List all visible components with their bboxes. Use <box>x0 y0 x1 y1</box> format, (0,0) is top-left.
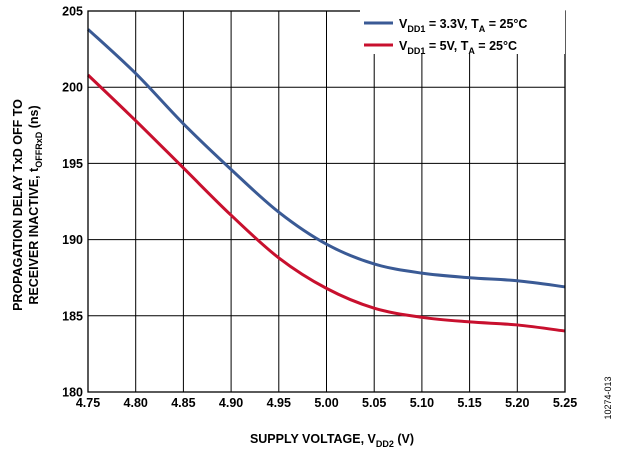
x-tick-labels: 4.75 4.80 4.85 4.90 4.95 5.00 5.05 5.10 5.15 5.20… <box>76 396 577 410</box>
y-tick-label: 205 <box>62 5 83 19</box>
y-axis-title-line-2: RECEIVER INACTIVE, tOFFRxD (ns) <box>27 105 44 304</box>
x-axis-title: SUPPLY VOLTAGE, VDD2 (V) <box>250 432 414 449</box>
grid-lines <box>87 10 566 393</box>
x-tick-label: 5.10 <box>410 396 434 410</box>
legend-label-series-1: VDD1 = 3.3V, TA = 25°C <box>399 17 527 34</box>
x-tick-label: 5.20 <box>505 396 529 410</box>
series-layer <box>86 28 566 333</box>
y-tick-label: 185 <box>62 309 83 323</box>
figure-id: 10274-013 <box>603 376 613 419</box>
x-tick-label: 4.85 <box>171 396 195 410</box>
legend-label-series-2: VDD1 = 5V, TA = 25°C <box>399 39 517 56</box>
y-tick-label: 180 <box>62 386 83 400</box>
y-axis-title-line-1: PROPAGATION DELAY TxD OFF TO <box>11 99 25 311</box>
y-tick-label: 200 <box>62 81 83 95</box>
x-tick-label: 5.25 <box>553 396 577 410</box>
series-line-2 <box>86 73 566 333</box>
x-tick-label: 5.05 <box>362 396 386 410</box>
x-tick-label: 4.75 <box>76 396 100 410</box>
x-tick-label: 5.15 <box>457 396 481 410</box>
y-tick-label: 190 <box>62 233 83 247</box>
x-tick-label: 5.00 <box>314 396 338 410</box>
x-tick-label: 4.95 <box>267 396 291 410</box>
series-line-1 <box>86 28 566 289</box>
legend: VDD1 = 3.3V, TA = 25°C VDD1 = 5V, TA = 2… <box>360 10 565 56</box>
y-tick-labels: 180 185 190 195 200 205 <box>62 5 83 400</box>
x-tick-label: 4.80 <box>124 396 148 410</box>
legend-background <box>360 10 565 54</box>
plot-frame <box>87 10 566 393</box>
y-tick-label: 195 <box>62 157 83 171</box>
x-tick-label: 4.90 <box>219 396 243 410</box>
